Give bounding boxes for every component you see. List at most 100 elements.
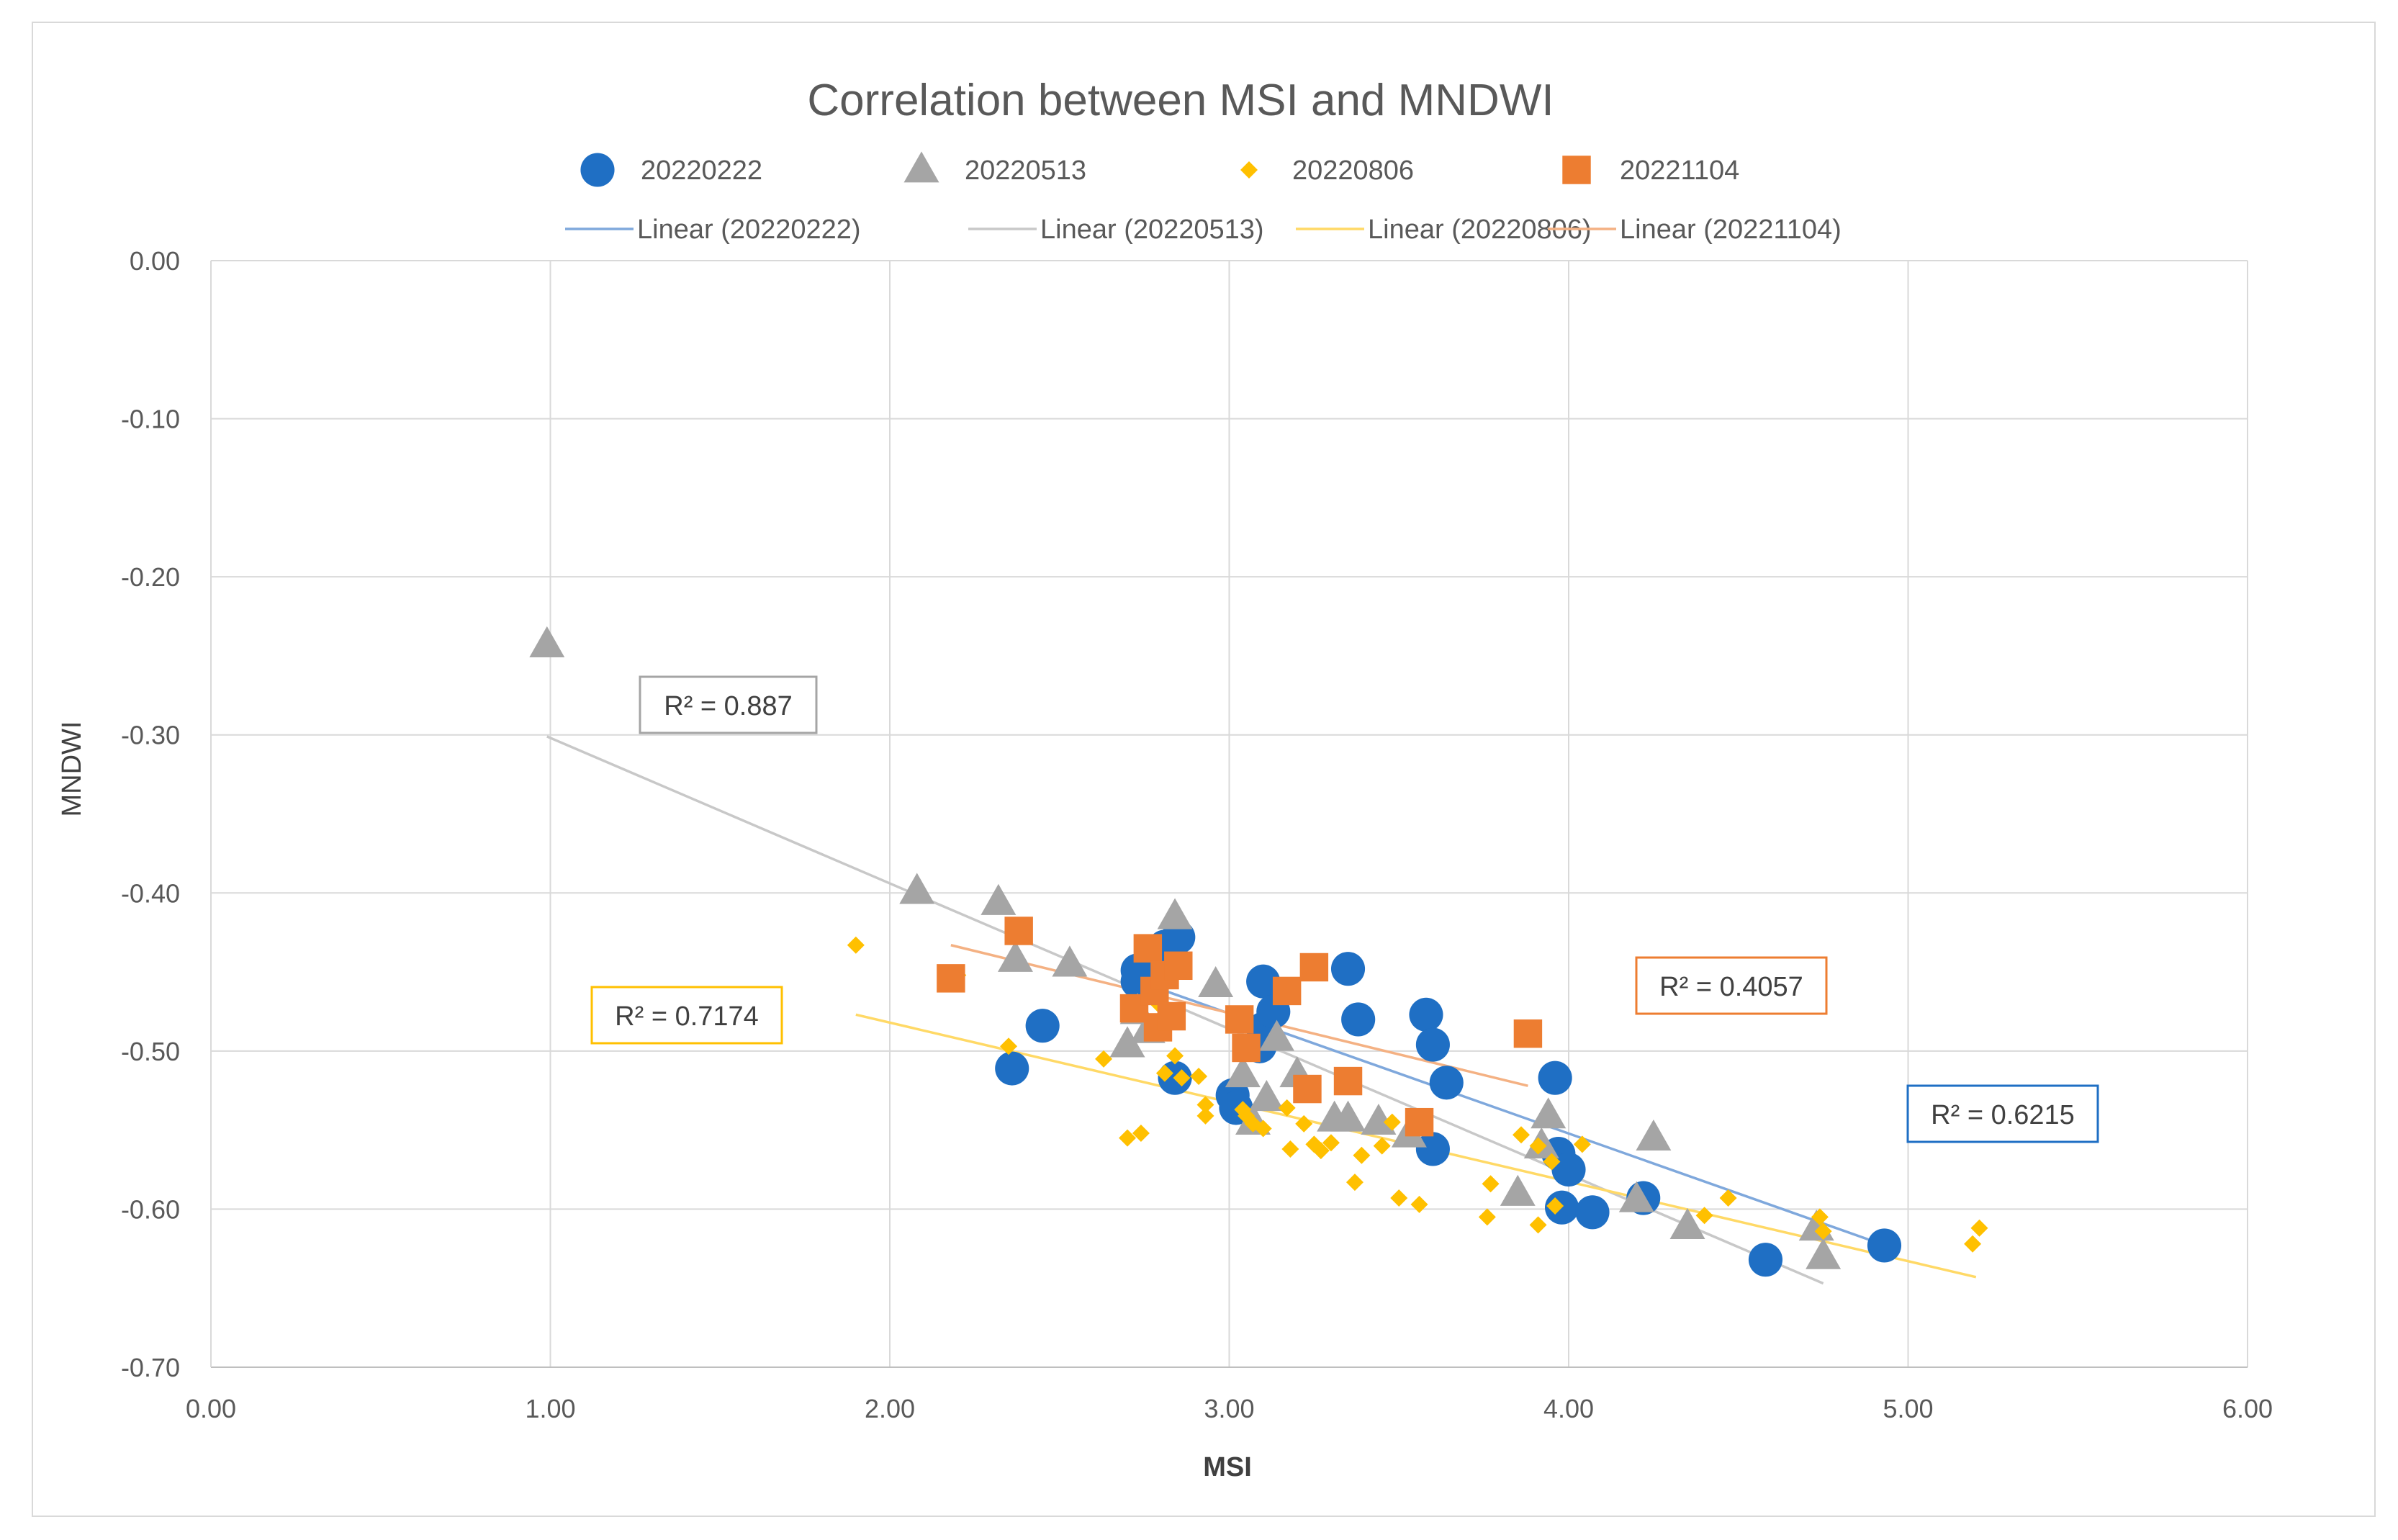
data-point-20220222 bbox=[1575, 1195, 1610, 1230]
data-point-20220806 bbox=[1811, 1208, 1829, 1226]
legend-trend-label-20221104: Linear (20221104) bbox=[1620, 215, 1842, 245]
data-point-20220513 bbox=[899, 873, 935, 904]
data-point-20220806 bbox=[1719, 1189, 1737, 1207]
x-tick-label: 1.00 bbox=[525, 1394, 575, 1423]
data-point-20220513 bbox=[1806, 1238, 1842, 1269]
data-point-20221104 bbox=[1157, 1001, 1186, 1031]
r2-labels: R² = 0.6215 R² = 0.887 R² = 0.7174 R² = 0.4… bbox=[590, 675, 2099, 1143]
x-tick-label: 4.00 bbox=[1543, 1394, 1594, 1423]
legend-trend-label-20220513: Linear (20220513) bbox=[1040, 215, 1264, 245]
data-point-20220222 bbox=[1330, 952, 1366, 986]
data-point-20220222 bbox=[1409, 997, 1443, 1032]
data-point-20220806 bbox=[1346, 1174, 1363, 1192]
data-point-20220806 bbox=[1119, 1129, 1137, 1147]
data-point-20220222 bbox=[1538, 1061, 1572, 1095]
chart-frame bbox=[32, 22, 2376, 1517]
y-tick-label: -0.20 bbox=[121, 562, 180, 592]
data-point-20220513 bbox=[981, 883, 1017, 915]
data-point-20220806 bbox=[1390, 1189, 1408, 1207]
data-point-20221104 bbox=[1299, 953, 1329, 982]
data-point-20221104 bbox=[1225, 1005, 1254, 1034]
r2-box-20220513 bbox=[639, 675, 818, 734]
data-point-20220806 bbox=[1512, 1126, 1530, 1144]
data-point-20220806 bbox=[1478, 1208, 1496, 1226]
data-point-20220806 bbox=[1281, 1140, 1299, 1158]
legend-marker-20220222 bbox=[580, 153, 615, 187]
data-point-20220806 bbox=[1529, 1137, 1547, 1155]
y-tick-label: -0.70 bbox=[121, 1353, 180, 1382]
data-point-20221104 bbox=[1272, 976, 1302, 1006]
data-point-20220222 bbox=[1551, 1152, 1586, 1187]
data-point-20220806 bbox=[1695, 1207, 1713, 1225]
data-point-20220222 bbox=[1429, 1066, 1464, 1100]
data-point-20220513 bbox=[1669, 1207, 1705, 1239]
data-point-20220513 bbox=[997, 940, 1033, 972]
data-point-20221104 bbox=[1164, 951, 1193, 981]
data-point-20220806 bbox=[1254, 1120, 1272, 1138]
data-point-20220806 bbox=[1373, 1137, 1391, 1155]
data-point-20220222 bbox=[1867, 1228, 1902, 1263]
data-point-20220513 bbox=[1109, 1026, 1145, 1058]
legend: 20220222 Linear (20220222) 20220513 Linear … bbox=[565, 151, 1842, 245]
data-point-20220222 bbox=[1246, 964, 1281, 999]
data-point-20221104 bbox=[1004, 917, 1033, 945]
data-point-20220806 bbox=[1322, 1134, 1340, 1152]
data-point-20221104 bbox=[1333, 1066, 1363, 1096]
data-point-20220222 bbox=[1415, 1027, 1450, 1062]
legend-label-20220806: 20220806 bbox=[1292, 156, 1414, 186]
r2-label-20220806: R² = 0.7174 bbox=[615, 1001, 759, 1032]
data-point-20220222 bbox=[1415, 1132, 1450, 1166]
data-point-20220806 bbox=[1814, 1222, 1832, 1240]
data-point-20221104 bbox=[1232, 1033, 1261, 1063]
data-point-20220222 bbox=[995, 1051, 1029, 1086]
data-point-20220513 bbox=[1361, 1103, 1397, 1135]
data-point-20220806 bbox=[1278, 1099, 1296, 1117]
data-point-20220806 bbox=[1383, 1113, 1401, 1131]
data-point-20220806 bbox=[1196, 1107, 1214, 1125]
legend-label-20220222: 20220222 bbox=[641, 156, 762, 186]
x-axis-label: MSI bbox=[1203, 1452, 1252, 1482]
data-point-20220806 bbox=[1190, 1067, 1208, 1085]
data-point-20220513 bbox=[1052, 945, 1088, 977]
data-point-20220806 bbox=[1573, 1135, 1591, 1153]
data-point-20221104 bbox=[1133, 934, 1163, 963]
x-tick-label: 2.00 bbox=[865, 1394, 915, 1423]
data-point-20221104 bbox=[1513, 1019, 1543, 1048]
data-point-20220513 bbox=[1259, 1019, 1294, 1051]
x-tick-label: 0.00 bbox=[186, 1394, 236, 1423]
chart-title: Correlation between MSI and MNDWI bbox=[807, 76, 1554, 125]
x-tick-label: 5.00 bbox=[1883, 1394, 1933, 1423]
data-point-20220222 bbox=[1025, 1009, 1060, 1043]
data-point-20220513 bbox=[1198, 965, 1234, 998]
data-point-20221104 bbox=[1405, 1107, 1434, 1137]
y-tick-label: -0.30 bbox=[121, 721, 180, 750]
y-tick-label: -0.40 bbox=[121, 878, 180, 908]
data-point-20220806 bbox=[1155, 1064, 1173, 1082]
data-point-20220806 bbox=[1410, 1195, 1428, 1213]
data-point-20220513 bbox=[1330, 1100, 1366, 1132]
data-point-20220806 bbox=[1964, 1235, 1982, 1253]
r2-label-20220513: R² = 0.887 bbox=[664, 691, 793, 721]
r2-label-20220222: R² = 0.6215 bbox=[1931, 1100, 2075, 1130]
r2-box-20221104 bbox=[1635, 956, 1828, 1015]
y-axis-label: MNDWI bbox=[57, 721, 87, 817]
data-point-20220222 bbox=[1748, 1243, 1783, 1277]
y-tick-label: -0.60 bbox=[121, 1194, 180, 1224]
y-tick-label: 0.00 bbox=[130, 246, 180, 276]
data-point-20220513 bbox=[1157, 898, 1193, 929]
legend-marker-20220513 bbox=[903, 151, 939, 183]
legend-marker-20221104 bbox=[1562, 156, 1591, 184]
data-point-20220222 bbox=[1341, 1002, 1376, 1037]
r2-label-20221104: R² = 0.4057 bbox=[1659, 972, 1803, 1002]
data-point-20220806 bbox=[1312, 1142, 1330, 1160]
data-point-20220806 bbox=[1095, 1050, 1113, 1068]
data-point-20221104 bbox=[937, 964, 965, 993]
data-point-20220513 bbox=[529, 626, 565, 657]
data-point-20220513 bbox=[1636, 1119, 1672, 1151]
data-point-20220806 bbox=[1543, 1153, 1561, 1171]
data-point-20220806 bbox=[1173, 1069, 1191, 1087]
legend-label-20221104: 20221104 bbox=[1620, 156, 1739, 186]
data-point-20220806 bbox=[1353, 1146, 1371, 1164]
data-point-20220513 bbox=[1618, 1181, 1654, 1212]
